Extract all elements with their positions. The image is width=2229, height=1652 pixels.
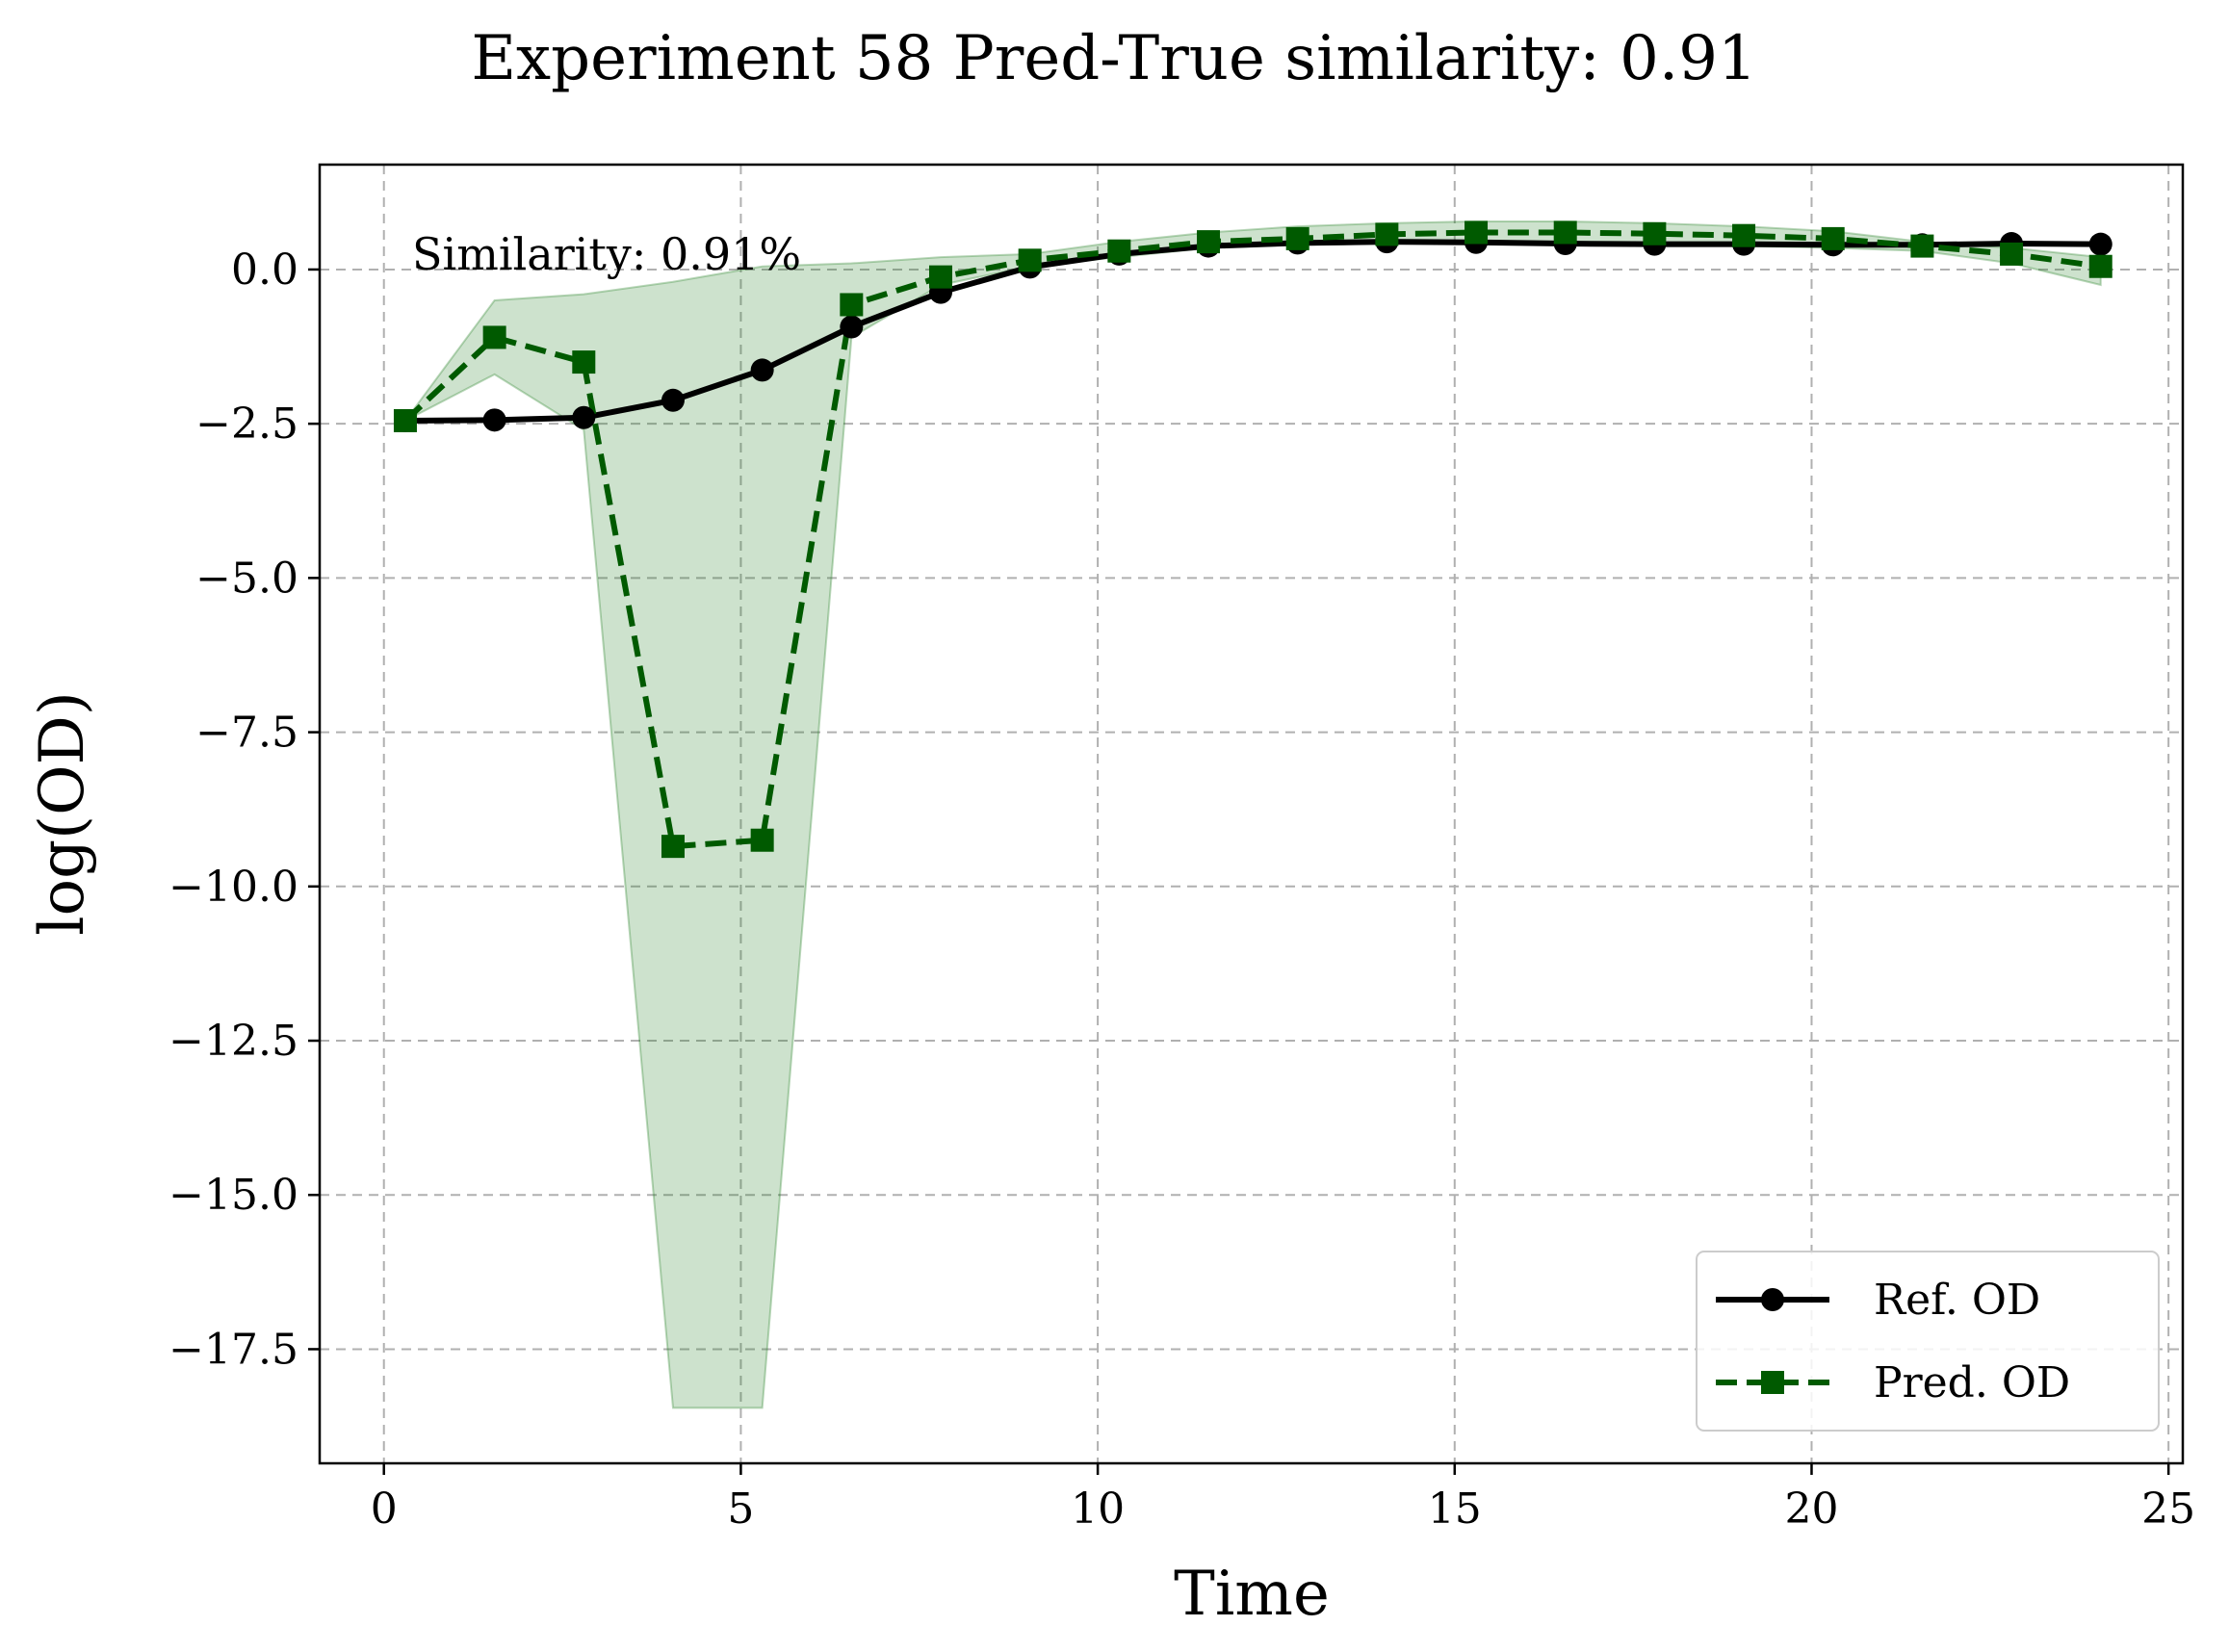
x-tick-label: 20	[1784, 1484, 1838, 1534]
grid-lines	[320, 165, 2183, 1463]
pred-od-point	[2000, 242, 2024, 266]
pred-od-point	[661, 835, 685, 859]
pred-od-point	[1197, 230, 1221, 254]
y-tick-label: −7.5	[195, 709, 298, 758]
ref-od-point	[750, 358, 774, 382]
pred-od-line	[402, 229, 2102, 850]
pred-od-point	[1018, 248, 1042, 272]
x-tick-label: 15	[1428, 1484, 1482, 1534]
ref-od-point	[2088, 232, 2112, 256]
pred-od-point	[393, 408, 417, 432]
plot-frame	[318, 163, 2185, 1465]
y-axis-ticks: 0.0 −2.5 −5.0 −7.5 −10.0 −12.5 −15.0 −17.5	[168, 245, 320, 1374]
x-tick-label: 10	[1071, 1484, 1125, 1534]
chart-title: Experiment 58 Pred-True similarity: 0.91	[471, 23, 1756, 94]
pred-od-point	[1821, 226, 1845, 250]
x-axis-label: Time	[1174, 1559, 1330, 1630]
pred-od-point	[1464, 220, 1489, 245]
pred-od-point	[1910, 234, 1934, 258]
legend-box	[1696, 1251, 2160, 1432]
y-tick-label: −15.0	[168, 1171, 298, 1220]
legend-pred-od-marker	[1761, 1371, 1784, 1394]
ref-od-point	[661, 388, 685, 412]
pred-od-point	[750, 828, 774, 852]
similarity-annotation: Similarity: 0.91%	[412, 228, 801, 280]
x-tick-label: 25	[2141, 1484, 2195, 1534]
pred-od-point	[1285, 226, 1309, 250]
x-axis-ticks: 0 5 10 15 20 25	[371, 1463, 2195, 1534]
pred-od-point	[1553, 220, 1577, 245]
prediction-band	[404, 219, 2102, 1409]
legend-ref-od-label: Ref. OD	[1874, 1276, 2040, 1325]
pred-od-point	[1107, 239, 1131, 263]
series-lines	[402, 229, 2102, 850]
y-tick-label: −5.0	[195, 554, 298, 603]
ref-od-line	[404, 239, 2101, 424]
pred-od-point	[1375, 222, 1399, 246]
x-tick-label: 5	[727, 1484, 754, 1534]
pred-od-point	[572, 350, 596, 374]
pred-od-point	[840, 293, 864, 317]
y-tick-label: 0.0	[231, 245, 298, 295]
legend: Ref. OD Pred. OD	[1696, 1251, 2160, 1432]
pred-od-point	[2088, 254, 2112, 278]
legend-pred-od-label: Pred. OD	[1874, 1358, 2070, 1407]
ref-od-point	[482, 408, 506, 432]
y-tick-label: −2.5	[195, 400, 298, 449]
y-axis-label: log(OD)	[27, 691, 98, 936]
pred-uncertainty-band	[404, 219, 2102, 1409]
legend-ref-od-marker	[1761, 1288, 1784, 1311]
ref-od-point	[840, 315, 864, 339]
pred-od-point	[1643, 221, 1667, 245]
x-tick-label: 0	[371, 1484, 398, 1534]
ref-od-point	[572, 405, 596, 429]
series-markers	[393, 220, 2112, 859]
pred-od-point	[482, 325, 506, 349]
pred-od-point	[1732, 223, 1756, 247]
y-tick-label: −12.5	[168, 1017, 298, 1066]
y-tick-label: −17.5	[168, 1325, 298, 1374]
y-tick-label: −10.0	[168, 863, 298, 912]
pred-od-point	[929, 265, 952, 289]
